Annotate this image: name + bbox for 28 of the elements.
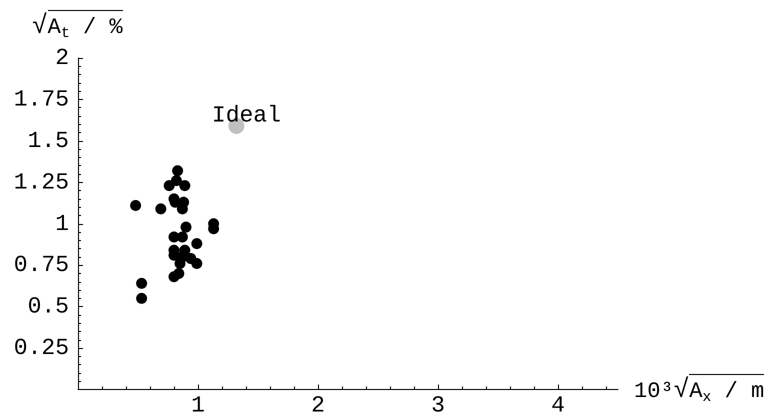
x-axis-title: 10³√A$_{x}$ / m bbox=[634, 374, 764, 407]
point bbox=[176, 232, 188, 243]
point bbox=[136, 292, 148, 304]
point bbox=[174, 258, 186, 270]
point bbox=[179, 180, 190, 192]
y-tick-label: 0.5 bbox=[28, 294, 69, 320]
y-tick-label: 2 bbox=[55, 45, 69, 71]
x-tick-label: 1 bbox=[191, 392, 205, 417]
point bbox=[130, 200, 142, 212]
point bbox=[155, 203, 166, 214]
x-tick-label: 4 bbox=[551, 392, 565, 417]
series-label: Ideal bbox=[212, 102, 281, 128]
point bbox=[170, 175, 182, 186]
point bbox=[180, 222, 192, 233]
point bbox=[191, 238, 202, 250]
y-tick-label: 0.25 bbox=[14, 335, 69, 362]
point bbox=[168, 271, 180, 282]
point bbox=[172, 165, 184, 176]
y-tick-label: 1 bbox=[55, 210, 69, 237]
y-axis-title: √A$_{t}$ / % bbox=[32, 10, 123, 43]
y-tick-label: 1.25 bbox=[14, 169, 69, 196]
y-tick-label: 0.75 bbox=[14, 252, 69, 278]
x-tick-label: 3 bbox=[431, 392, 445, 417]
y-tick-label: 1.5 bbox=[28, 128, 69, 154]
point bbox=[136, 278, 148, 289]
point bbox=[191, 258, 202, 270]
x-tick-label: 2 bbox=[311, 392, 325, 417]
y-tick-label: 1.75 bbox=[14, 86, 69, 112]
